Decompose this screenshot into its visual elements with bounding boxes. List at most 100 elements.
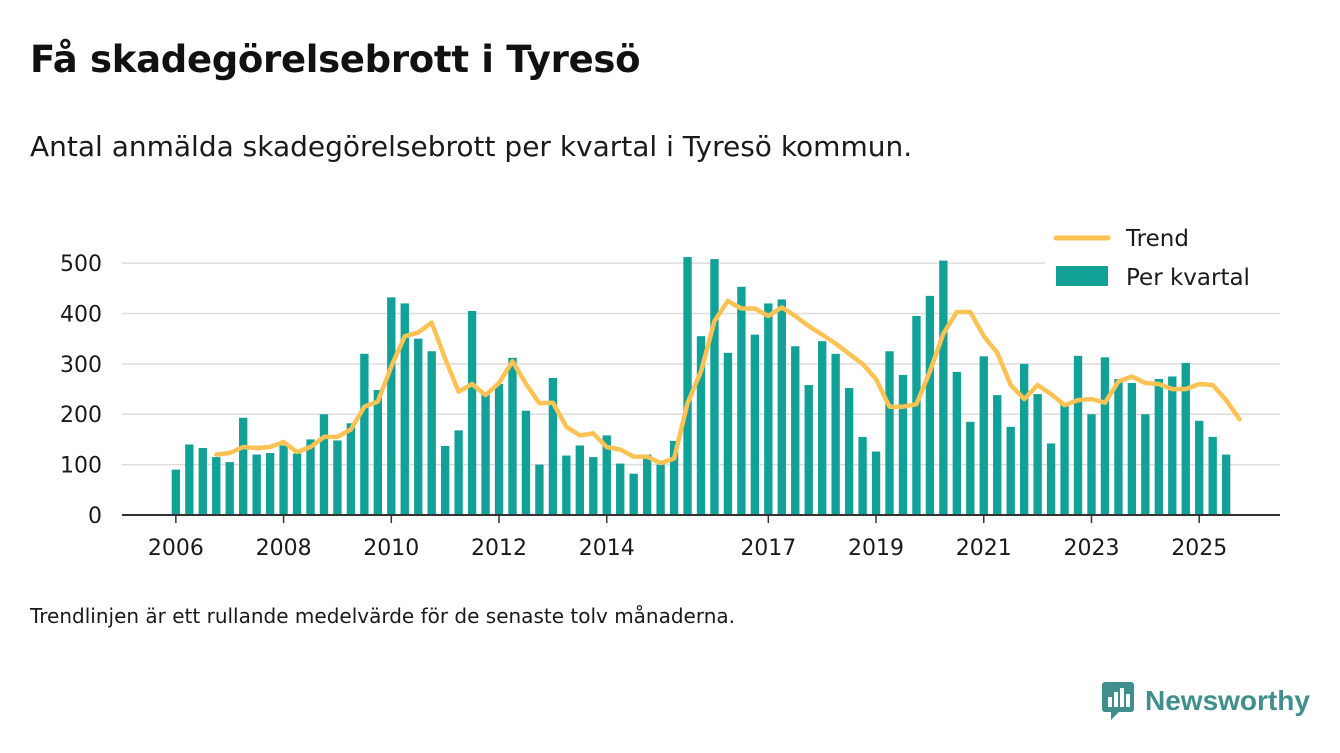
bar <box>575 445 584 515</box>
bar <box>885 351 894 515</box>
x-tick-label: 2019 <box>848 536 904 561</box>
bar <box>642 454 652 515</box>
x-tick-label: 2014 <box>579 536 635 561</box>
chart-subtitle: Antal anmälda skadegörelsebrott per kvar… <box>30 130 913 163</box>
bar <box>440 445 450 515</box>
bar <box>979 356 988 515</box>
bar <box>265 453 275 515</box>
x-axis-ticks: 2006 2008 2010 2012 2014 2017 2019 2021 2023 2025 <box>148 515 1227 561</box>
bar <box>414 338 423 515</box>
chart-title: Få skadegörelsebrott i Tyresö <box>30 38 641 81</box>
bar <box>737 286 746 515</box>
bar <box>925 295 935 515</box>
y-axis-ticks: 0 100 200 300 400 500 <box>60 252 102 529</box>
bar <box>912 316 921 515</box>
bar <box>427 351 436 515</box>
bar <box>1033 394 1042 515</box>
bar <box>1127 383 1137 515</box>
chart-footnote: Trendlinjen är ett rullande medelvärde f… <box>30 604 736 628</box>
bar <box>360 353 369 515</box>
bar <box>952 371 962 515</box>
bar <box>1141 414 1150 515</box>
x-tick-label: 2025 <box>1171 536 1227 561</box>
x-tick-label: 2010 <box>363 536 419 561</box>
bar <box>710 259 719 515</box>
bar <box>239 417 248 515</box>
bar <box>602 435 611 515</box>
bar <box>252 454 261 515</box>
trend-line <box>214 298 1242 466</box>
legend: Trend Per kvartal <box>1045 218 1290 300</box>
legend-bar-label: Per kvartal <box>1126 265 1250 291</box>
y-tick-label: 400 <box>60 302 102 327</box>
bar <box>1195 420 1204 515</box>
bar <box>750 334 760 515</box>
bar <box>306 439 315 515</box>
bar <box>521 410 531 515</box>
legend-background <box>1045 218 1290 300</box>
legend-bar-swatch <box>1056 266 1108 286</box>
chart: 2006 2008 2010 2012 2014 2017 2019 2021 2023 2025… <box>60 218 1290 561</box>
y-tick-label: 0 <box>88 504 102 529</box>
x-tick-label: 2006 <box>148 536 204 561</box>
bar <box>1100 357 1110 515</box>
y-tick-label: 100 <box>60 454 102 479</box>
bar <box>185 444 194 515</box>
bar <box>898 374 908 515</box>
bar-series <box>171 257 1231 515</box>
bar <box>777 299 786 515</box>
bar <box>198 447 207 515</box>
y-tick-label: 200 <box>60 403 102 428</box>
bar <box>400 303 409 515</box>
y-tick-label: 300 <box>60 353 102 378</box>
brand-name: Newsworthy <box>1145 685 1310 716</box>
bar <box>1006 426 1015 515</box>
bar <box>966 421 975 515</box>
bar <box>494 384 504 515</box>
bar <box>804 385 813 515</box>
bar <box>1019 363 1029 515</box>
x-tick-label: 2012 <box>471 536 527 561</box>
bar <box>387 297 396 515</box>
bar <box>373 390 383 515</box>
brand: Newsworthy <box>1101 680 1310 722</box>
bar <box>319 414 329 515</box>
bar <box>871 451 881 515</box>
x-tick-label: 2021 <box>956 536 1012 561</box>
bar <box>858 436 867 515</box>
y-tick-label: 500 <box>60 252 102 277</box>
bar <box>844 388 854 515</box>
bar <box>683 257 692 515</box>
bar <box>1060 403 1069 515</box>
legend-trend-label: Trend <box>1125 226 1189 252</box>
bar <box>333 440 342 515</box>
bar <box>1208 436 1217 515</box>
bar <box>225 462 234 515</box>
x-tick-label: 2008 <box>256 536 312 561</box>
bar <box>279 445 288 515</box>
bar <box>656 464 665 515</box>
bar <box>669 440 679 515</box>
bar <box>212 457 221 515</box>
bar <box>993 395 1002 515</box>
bar <box>1046 443 1056 515</box>
bar <box>454 430 463 515</box>
bar <box>616 463 625 515</box>
bar <box>171 469 181 515</box>
bar <box>1087 414 1096 515</box>
bar <box>939 260 948 515</box>
bar <box>696 336 706 515</box>
x-tick-label: 2017 <box>740 536 796 561</box>
bar <box>1181 362 1190 515</box>
bar <box>723 352 733 515</box>
x-tick-label: 2023 <box>1063 536 1119 561</box>
bar <box>562 455 571 515</box>
newsworthy-logo-icon <box>1102 682 1134 720</box>
bar <box>346 423 356 515</box>
bar <box>481 394 490 515</box>
bar <box>764 303 773 515</box>
bar <box>589 457 598 515</box>
bar <box>629 473 638 515</box>
bar <box>1114 378 1123 515</box>
bar <box>1168 376 1177 515</box>
